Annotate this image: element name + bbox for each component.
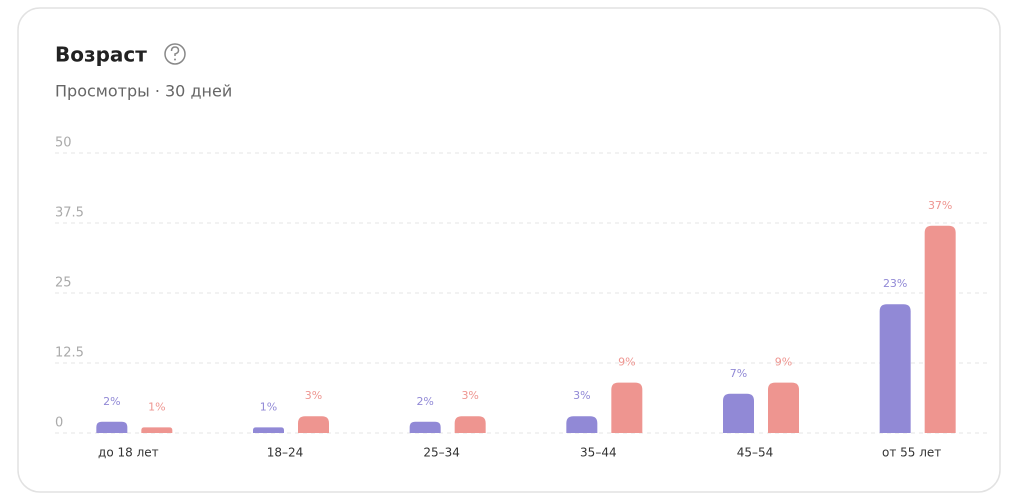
bar [723, 393, 754, 433]
y-tick-label: 12.5 [55, 346, 84, 361]
x-tick-label: 35–44 [580, 446, 617, 460]
bar [454, 416, 486, 433]
value-label: 9% [775, 356, 792, 369]
bar [409, 421, 441, 433]
help-icon[interactable] [164, 43, 186, 65]
value-label: 2% [416, 395, 433, 408]
x-tick-label: 18–24 [267, 446, 304, 460]
value-label: 3% [461, 389, 478, 402]
y-tick-label: 0 [55, 416, 63, 431]
bar [566, 416, 598, 433]
bar [879, 304, 911, 433]
x-tick-label: 25–34 [423, 446, 460, 460]
value-label: 7% [730, 367, 747, 380]
x-tick-label: 45–54 [737, 446, 774, 460]
value-label: 1% [148, 400, 165, 413]
value-label: 2% [103, 395, 120, 408]
bar [768, 382, 799, 433]
card [17, 7, 1001, 493]
bar [96, 421, 128, 433]
value-label: 3% [573, 389, 590, 402]
value-label: 3% [305, 389, 322, 402]
chart-title: Возраст [55, 43, 147, 67]
x-tick-label: до 18 лет [98, 446, 159, 460]
y-tick-label: 37.5 [55, 206, 84, 221]
bar [924, 225, 956, 433]
bar [298, 416, 329, 433]
x-tick-label: от 55 лет [882, 446, 941, 460]
y-tick-label: 25 [55, 276, 72, 291]
bar [141, 427, 173, 433]
y-tick-label: 50 [55, 136, 72, 151]
value-label: 23% [883, 277, 907, 290]
bar [253, 427, 284, 433]
value-label: 37% [928, 199, 952, 212]
value-label: 9% [618, 356, 635, 369]
chart-subtitle: Просмотры · 30 дней [55, 82, 232, 101]
bar [611, 382, 643, 433]
value-label: 1% [260, 400, 277, 413]
